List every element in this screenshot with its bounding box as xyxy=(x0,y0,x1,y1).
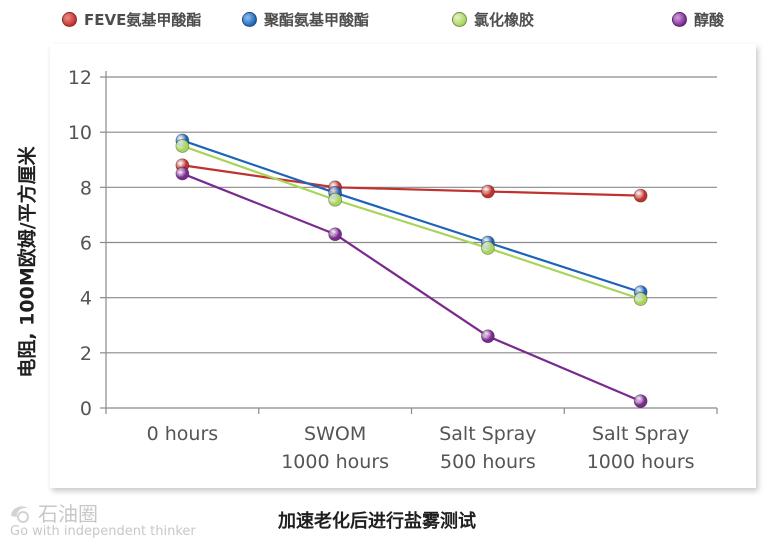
x-tick-label-line: SWOM xyxy=(304,423,367,445)
y-tick-label: 4 xyxy=(80,288,92,310)
x-tick-label-line: 0 hours xyxy=(146,423,219,445)
y-tick-label: 12 xyxy=(68,67,92,89)
data-point xyxy=(328,227,343,242)
watermark-logo-icon xyxy=(11,506,29,523)
axes xyxy=(100,71,718,414)
legend-marker-alkyd xyxy=(672,11,687,27)
series-line xyxy=(181,172,642,403)
series-line xyxy=(182,164,641,197)
y-tick-label: 2 xyxy=(80,343,92,365)
series-line xyxy=(182,139,641,294)
legend-marker-polyester xyxy=(242,11,257,27)
data-point xyxy=(633,394,648,409)
x-tick-label-line: Salt Spray xyxy=(439,423,537,445)
data-point xyxy=(328,192,343,207)
legend-item-feve: FEVE氨基甲酸酯 xyxy=(62,6,201,32)
legend-label-alkyd: 醇酸 xyxy=(694,10,725,29)
chart-panel xyxy=(50,44,756,488)
watermark: 石油圈 Go with independent thinker xyxy=(6,496,206,542)
data-point xyxy=(480,329,495,344)
watermark-name: 石油圈 xyxy=(38,502,98,526)
legend-label-chlorinated-rubber: 氯化橡胶 xyxy=(474,10,535,29)
legend-item-chlorinated-rubber: 氯化橡胶 xyxy=(452,6,534,32)
legend: FEVE氨基甲酸酯 聚酯氨基甲酸酯 氯化橡胶 醇酸 xyxy=(0,6,775,32)
data-point xyxy=(175,166,190,181)
legend-item-polyester: 聚酯氨基甲酸酯 xyxy=(242,6,369,32)
data-point xyxy=(633,292,648,306)
series-lines xyxy=(175,133,648,409)
legend-label-polyester: 聚酯氨基甲酸酯 xyxy=(264,10,370,29)
watermark-slogan: Go with independent thinker xyxy=(10,524,196,539)
data-point xyxy=(633,188,648,203)
legend-item-alkyd: 醇酸 xyxy=(672,6,724,32)
data-point xyxy=(175,139,190,153)
x-tick-label-line: 500 hours xyxy=(440,451,536,473)
data-point xyxy=(480,241,495,255)
legend-marker-feve xyxy=(62,11,77,27)
x-tick-label-line: Salt Spray xyxy=(591,423,690,445)
y-axis-title: 电阻, 100M欧姆/平方厘米 xyxy=(16,146,39,378)
y-tick-label: 8 xyxy=(80,177,92,199)
x-tick-label: Salt Spray 1000 hours xyxy=(587,420,695,476)
y-tick-label: 10 xyxy=(68,122,92,144)
x-tick-label-line: 1000 hours xyxy=(586,451,695,473)
data-point xyxy=(480,184,495,199)
x-axis-title: 加速老化后进行盐雾测试 xyxy=(278,511,476,532)
x-tick-label: SWOM 1000 hours xyxy=(281,420,389,476)
series-line xyxy=(182,144,641,301)
grid-lines xyxy=(106,76,717,354)
legend-marker-chlorinated-rubber xyxy=(452,11,467,27)
y-tick-labels: 0 2 4 6 8 10 12 xyxy=(68,67,92,420)
x-tick-label: Salt Spray 500 hours xyxy=(439,420,536,476)
y-tick-label: 0 xyxy=(80,398,92,420)
legend-label-feve: FEVE氨基甲酸酯 xyxy=(84,10,202,29)
y-tick-label: 6 xyxy=(80,233,92,255)
x-tick-label-line: 1000 hours xyxy=(281,451,390,473)
x-tick-label: 0 hours xyxy=(147,420,219,448)
